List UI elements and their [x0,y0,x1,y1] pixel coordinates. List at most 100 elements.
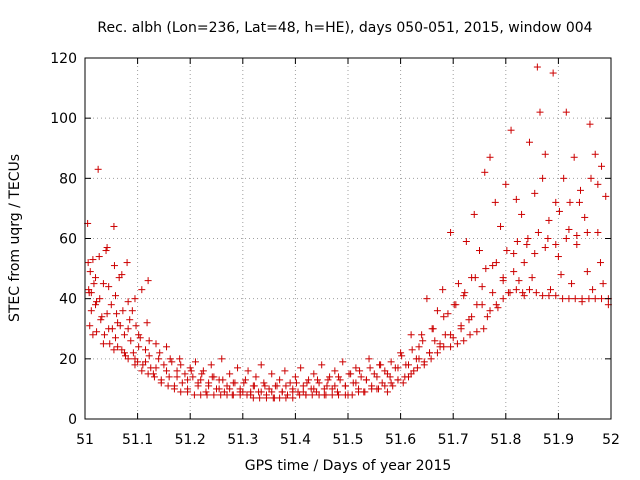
data-point [138,367,146,375]
data-point [141,346,149,354]
data-point [440,313,448,321]
data-point [93,328,101,336]
data-point [163,367,171,375]
data-point [102,247,110,255]
data-point [518,210,526,218]
data-point [250,382,258,390]
data-point [420,361,428,369]
data-point [440,343,448,351]
data-point [361,388,369,396]
data-point [503,247,511,255]
data-point [284,391,292,399]
data-point [407,370,415,378]
data-point [187,367,195,375]
x-tick-label: 51.8 [490,432,521,448]
x-tick-label: 51 [76,432,94,448]
x-tick-label: 51.2 [175,432,206,448]
data-point [257,361,265,369]
data-point [160,361,168,369]
data-point [241,376,249,384]
data-point [476,247,483,255]
data-point [339,358,347,366]
data-point [135,331,143,339]
data-points [84,63,612,402]
data-point [602,192,610,200]
data-point [552,292,560,300]
data-point [576,186,584,194]
data-point [178,379,186,387]
data-point [356,367,364,375]
data-point [152,364,160,372]
data-point [86,322,94,330]
data-point [536,108,544,116]
data-point [429,325,437,333]
data-point [157,379,165,387]
data-point [499,277,507,285]
data-point [177,388,185,396]
data-point [398,352,406,360]
data-point [103,244,111,252]
data-point [210,391,218,399]
data-point [118,271,126,279]
data-point [539,174,547,182]
data-point [583,268,591,276]
data-point [131,361,139,369]
data-point [460,292,468,300]
data-point [181,370,189,378]
data-point [560,174,568,182]
y-tick-label: 0 [68,412,77,428]
data-point [387,379,395,387]
data-point [531,189,539,197]
data-point [427,355,435,363]
y-tick-label: 100 [50,111,77,127]
data-point [98,313,106,321]
data-point [156,349,164,357]
data-point [331,382,339,390]
data-point [397,349,405,357]
data-point [510,250,518,258]
data-point [599,280,607,288]
data-point [433,307,441,315]
data-point [513,238,521,246]
data-point [191,358,199,366]
data-point [418,331,426,339]
data-point [289,394,297,402]
data-point [123,259,131,267]
data-point [324,376,332,384]
data-point [333,388,341,396]
data-point [138,286,146,294]
data-point [520,292,528,300]
data-point [419,337,427,345]
data-point [436,340,444,348]
data-point [468,313,476,321]
y-axis-title: STEC from uqrg / TECUs [7,154,23,322]
data-point [112,334,120,342]
data-point [394,364,402,372]
data-point [150,373,158,381]
y-tick-label: 40 [59,292,77,308]
data-point [113,310,121,318]
data-point [168,358,176,366]
data-point [512,195,520,203]
data-point [482,265,490,273]
data-point [573,241,581,249]
data-point [244,367,252,375]
data-point [413,364,421,372]
data-point [292,379,300,387]
data-point [510,268,518,276]
data-point [525,138,533,146]
data-point [431,337,439,345]
data-point [357,373,365,381]
data-point [310,385,318,393]
data-point [110,222,118,230]
data-point [328,391,336,399]
data-point [217,391,225,399]
data-point [243,391,251,399]
data-point [507,126,515,134]
data-point [554,253,562,261]
data-point [92,301,100,309]
data-point [89,256,97,264]
data-point [234,364,242,372]
data-point [486,307,494,315]
data-point [276,394,284,402]
